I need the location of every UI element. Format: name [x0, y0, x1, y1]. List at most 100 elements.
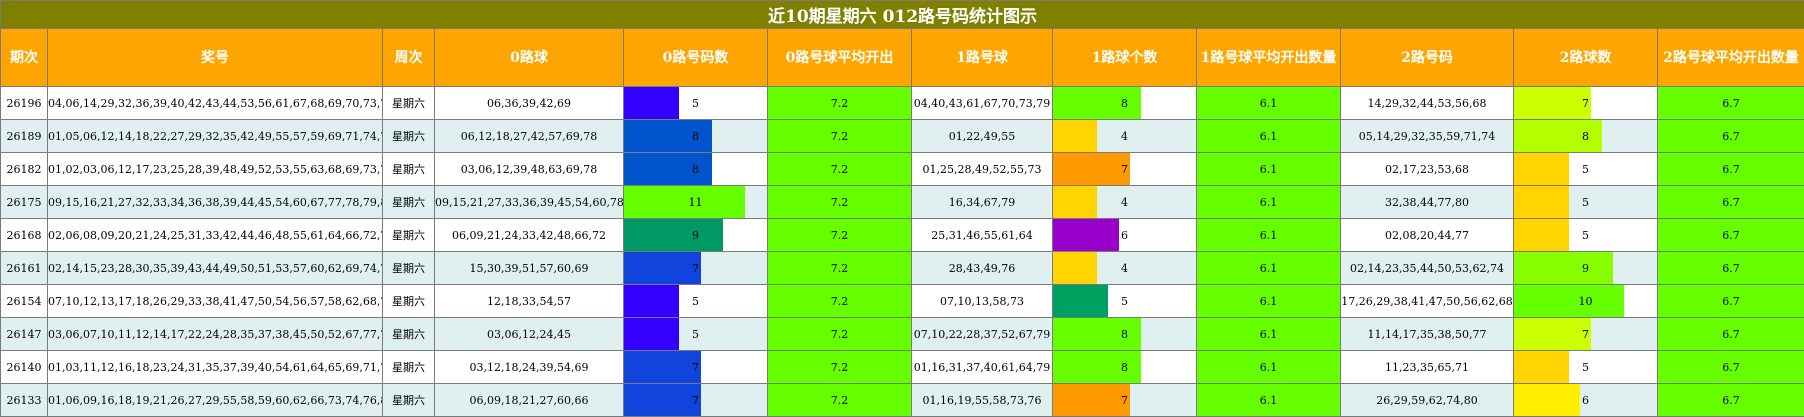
- r0-balls-cell: 03,06,12,39,48,63,69,78: [434, 152, 624, 186]
- numbers-cell: 09,15,16,21,27,32,33,34,36,38,39,44,45,5…: [47, 185, 383, 219]
- r1-count-cell: 8: [1052, 86, 1197, 120]
- r2-count-cell-value: 5: [1582, 360, 1589, 374]
- r2-count-cell: 9: [1513, 251, 1658, 285]
- r2-avg-cell: 6.7: [1656, 218, 1804, 252]
- r2-count-cell-bar: [1514, 186, 1569, 218]
- r2-count-cell: 7: [1513, 86, 1658, 120]
- header-r1-balls: 1路号球: [911, 28, 1053, 87]
- r0-avg-cell: 7.2: [767, 185, 912, 219]
- numbers-cell: 01,05,06,12,14,18,22,27,29,32,35,42,49,5…: [47, 119, 383, 153]
- r0-count-cell: 7: [623, 350, 768, 384]
- r2-count-cell-bar: [1514, 318, 1591, 350]
- numbers-cell: 04,06,14,29,32,36,39,40,42,43,44,53,56,6…: [47, 86, 383, 120]
- r1-avg-cell: 6.1: [1196, 218, 1341, 252]
- r2-count-cell-bar: [1514, 351, 1569, 383]
- weekday-cell: 星期六: [382, 86, 435, 120]
- numbers-cell: 07,10,12,13,17,18,26,29,33,38,41,47,50,5…: [47, 284, 383, 318]
- r2-avg-cell: 6.7: [1656, 284, 1804, 318]
- r2-balls-cell: 02,17,23,53,68: [1340, 152, 1514, 186]
- header-r0-count: 0路号码数: [623, 28, 768, 87]
- r1-avg-cell: 6.1: [1196, 317, 1341, 351]
- period-cell: 26154: [0, 284, 48, 318]
- table-row: 26168 02,06,08,09,20,21,24,25,31,33,42,44…: [0, 218, 1804, 252]
- r0-balls-cell: 06,09,18,21,27,60,66: [434, 383, 624, 417]
- r2-balls-cell: 17,26,29,38,41,47,50,56,62,68: [1340, 284, 1514, 318]
- r2-count-cell: 5: [1513, 350, 1658, 384]
- r1-count-cell-value: 8: [1121, 327, 1128, 341]
- r0-count-cell-bar: [624, 318, 679, 350]
- r1-balls-cell: 07,10,22,28,37,52,67,79: [911, 317, 1053, 351]
- r2-count-cell: 6: [1513, 383, 1658, 417]
- r0-count-cell: 7: [623, 383, 768, 417]
- r1-count-cell-value: 7: [1121, 162, 1128, 176]
- r2-count-cell-bar: [1514, 219, 1569, 251]
- r0-balls-cell: 03,06,12,24,45: [434, 317, 624, 351]
- r2-avg-cell: 6.7: [1656, 350, 1804, 384]
- r2-count-cell-value: 9: [1582, 261, 1589, 275]
- header-r0-avg: 0路号球平均开出: [767, 28, 912, 87]
- r1-count-cell-value: 4: [1121, 261, 1128, 275]
- r2-avg-cell: 6.7: [1656, 251, 1804, 285]
- table-body: 26196 04,06,14,29,32,36,39,40,42,43,44,53…: [0, 86, 1804, 417]
- r1-count-cell: 4: [1052, 185, 1197, 219]
- r2-avg-cell: 6.7: [1656, 317, 1804, 351]
- weekday-cell: 星期六: [382, 185, 435, 219]
- r0-count-cell-bar: [624, 87, 679, 119]
- r2-count-cell-value: 10: [1578, 294, 1593, 308]
- period-cell: 26175: [0, 185, 48, 219]
- numbers-cell: 02,06,08,09,20,21,24,25,31,33,42,44,46,4…: [47, 218, 383, 252]
- r1-count-cell: 7: [1052, 383, 1197, 417]
- r1-balls-cell: 01,16,19,55,58,73,76: [911, 383, 1053, 417]
- r0-count-cell: 5: [623, 284, 768, 318]
- r2-count-cell-value: 5: [1582, 162, 1589, 176]
- header-r2-avg: 2路号球平均开出数量: [1656, 28, 1804, 87]
- r0-balls-cell: 03,12,18,24,39,54,69: [434, 350, 624, 384]
- r1-count-cell: 5: [1052, 284, 1197, 318]
- r0-avg-cell: 7.2: [767, 383, 912, 417]
- r0-count-cell-value: 5: [692, 327, 699, 341]
- table-row: 26154 07,10,12,13,17,18,26,29,33,38,41,47…: [0, 284, 1804, 318]
- r2-count-cell-bar: [1514, 87, 1591, 119]
- r2-count-cell-value: 7: [1582, 327, 1589, 341]
- weekday-cell: 星期六: [382, 350, 435, 384]
- r0-count-cell-value: 9: [692, 228, 699, 242]
- r0-count-cell-bar: [624, 252, 701, 284]
- r1-avg-cell: 6.1: [1196, 119, 1341, 153]
- r2-count-cell: 5: [1513, 185, 1658, 219]
- r0-balls-cell: 15,30,39,51,57,60,69: [434, 251, 624, 285]
- r2-count-cell-bar: [1514, 120, 1602, 152]
- r0-count-cell: 7: [623, 251, 768, 285]
- r2-balls-cell: 02,14,23,35,44,50,53,62,74: [1340, 251, 1514, 285]
- r1-avg-cell: 6.1: [1196, 86, 1341, 120]
- weekday-cell: 星期六: [382, 218, 435, 252]
- r0-count-cell-value: 5: [692, 294, 699, 308]
- r2-avg-cell: 6.7: [1656, 383, 1804, 417]
- r1-count-cell: 7: [1052, 152, 1197, 186]
- r1-count-cell-bar: [1053, 285, 1108, 317]
- r1-count-cell-bar: [1053, 186, 1097, 218]
- r2-count-cell: 10: [1513, 284, 1658, 318]
- r1-avg-cell: 6.1: [1196, 383, 1341, 417]
- table-row: 26161 02,14,15,23,28,30,35,39,43,44,49,50…: [0, 251, 1804, 285]
- r1-avg-cell: 6.1: [1196, 350, 1341, 384]
- r2-count-cell: 5: [1513, 218, 1658, 252]
- r0-count-cell: 11: [623, 185, 768, 219]
- r1-count-cell-bar: [1053, 87, 1141, 119]
- r1-balls-cell: 28,43,49,76: [911, 251, 1053, 285]
- r2-avg-cell: 6.7: [1656, 86, 1804, 120]
- r1-count-cell-value: 7: [1121, 393, 1128, 407]
- r1-avg-cell: 6.1: [1196, 251, 1341, 285]
- r0-avg-cell: 7.2: [767, 284, 912, 318]
- r2-balls-cell: 02,08,20,44,77: [1340, 218, 1514, 252]
- r1-balls-cell: 25,31,46,55,61,64: [911, 218, 1053, 252]
- period-cell: 26196: [0, 86, 48, 120]
- table-row: 26175 09,15,16,21,27,32,33,34,36,38,39,44…: [0, 185, 1804, 219]
- r0-count-cell-bar: [624, 351, 701, 383]
- table-row: 26140 01,03,11,12,16,18,23,24,31,35,37,39…: [0, 350, 1804, 384]
- r1-count-cell: 8: [1052, 317, 1197, 351]
- r0-count-cell-value: 7: [692, 360, 699, 374]
- r1-avg-cell: 6.1: [1196, 284, 1341, 318]
- r1-balls-cell: 07,10,13,58,73: [911, 284, 1053, 318]
- table-row: 26189 01,05,06,12,14,18,22,27,29,32,35,42…: [0, 119, 1804, 153]
